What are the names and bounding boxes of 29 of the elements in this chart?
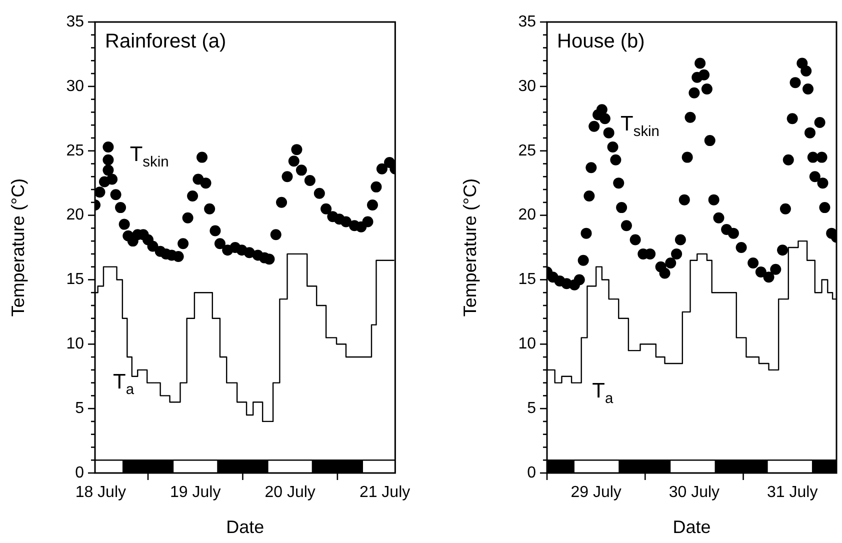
y-tick-label: 15	[66, 271, 84, 288]
y-tick-label: 35	[66, 13, 84, 30]
y-axis-title: Temperature (°C)	[460, 178, 480, 317]
x-axis-title: Date	[672, 517, 711, 538]
y-tick-label: 20	[66, 206, 84, 224]
y-tick-label: 25	[518, 142, 536, 160]
y-tick-label: 10	[518, 336, 536, 353]
y-tick-label: 20	[518, 206, 536, 224]
chart-title: House (b)	[557, 30, 645, 53]
x-tick-label: 19 July	[170, 484, 221, 502]
y-axis-title: Temperature (°C)	[8, 178, 28, 317]
y-tick-label: 30	[518, 78, 536, 95]
y-tick-label: 35	[518, 13, 536, 30]
chart-title: Rainforest (a)	[105, 30, 226, 53]
x-tick-label: 21 July	[359, 484, 410, 502]
y-tick-label: 5	[527, 400, 536, 417]
y-tick-label: 0	[527, 464, 536, 482]
y-tick-label: 10	[66, 336, 84, 353]
x-tick-label: 31 July	[766, 484, 818, 502]
x-axis-title: Date	[226, 517, 264, 538]
y-tick-label: 0	[75, 464, 84, 482]
x-tick-label: 18 July	[75, 484, 126, 502]
y-tick-label: 30	[66, 78, 84, 95]
y-tick-label: 5	[75, 400, 84, 417]
x-tick-label: 30 July	[668, 484, 720, 502]
y-tick-label: 25	[66, 142, 84, 160]
x-tick-label: 29 July	[570, 484, 622, 502]
y-tick-label: 15	[518, 271, 536, 288]
x-tick-label: 20 July	[264, 484, 316, 502]
